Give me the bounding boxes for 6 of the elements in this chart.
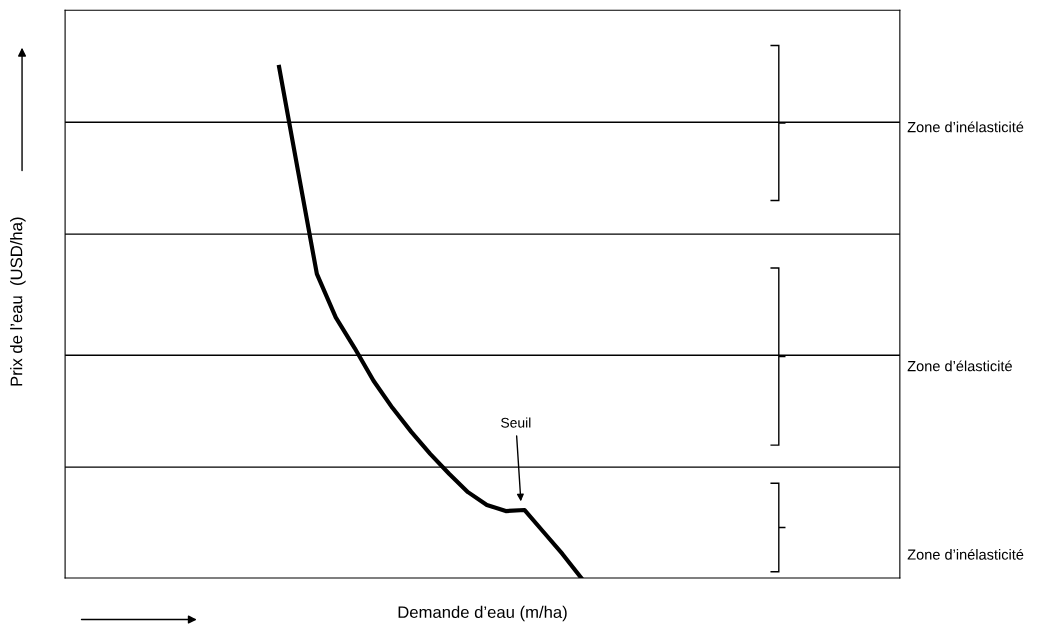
text: Zone d’inélasticité	[907, 548, 1024, 560]
text: Zone d’inélasticité	[907, 121, 1024, 133]
annotation: Seuil	[501, 417, 531, 428]
text: Zone d’élasticité	[907, 360, 1012, 372]
text: Prix de l’eau (USD/ha)	[10, 217, 26, 386]
x-axis-title: Demande d’eau (m/ha)	[398, 605, 567, 622]
